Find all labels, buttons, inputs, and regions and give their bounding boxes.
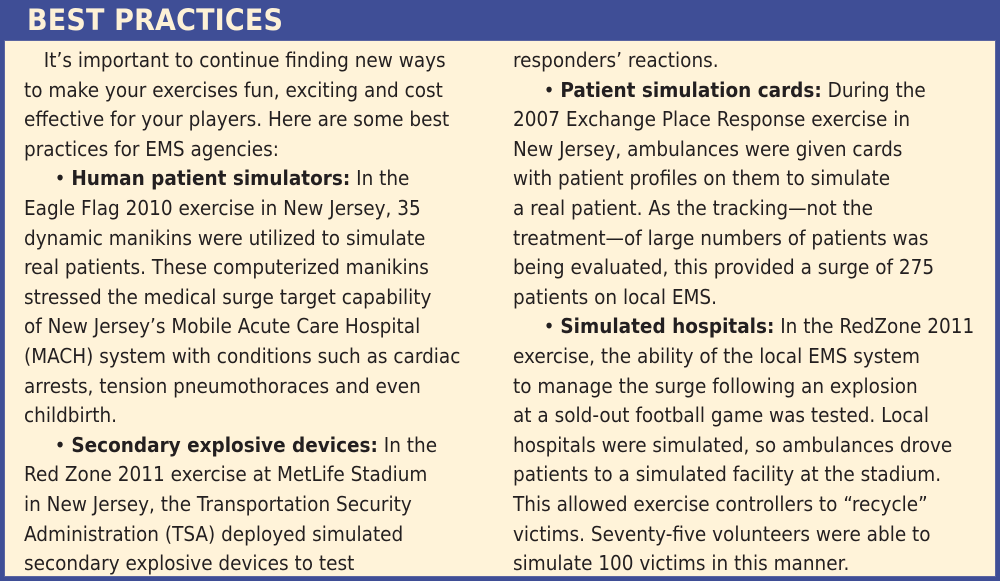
- content-panel: It’s important to continue finding new w…: [4, 40, 996, 577]
- line-text: In the: [377, 432, 438, 457]
- line-text: treatment—of large numbers of patients w…: [513, 225, 929, 250]
- line-text: Eagle Flag 2010 exercise in New Jersey, …: [24, 195, 421, 220]
- bullet-title: Patient simulation cards:: [560, 77, 822, 102]
- paragraph-line: victims. Seventy-five volunteers were ab…: [513, 520, 941, 550]
- line-text: simulate 100 victims in this manner.: [513, 551, 850, 576]
- paragraph-line: (MACH) system with conditions such as ca…: [24, 342, 460, 372]
- line-text: practices for EMS agencies:: [24, 136, 279, 161]
- paragraph-line: Administration (TSA) deployed simulated: [24, 520, 447, 550]
- paragraph-line: exercise, the ability of the local EMS s…: [513, 342, 941, 372]
- paragraph-line: simulate 100 victims in this manner.: [513, 549, 941, 579]
- bullet-icon: •: [543, 77, 555, 102]
- line-text: arrests, tension pneumothoraces and even: [24, 373, 421, 398]
- bullet-item-heading: • Human patient simulators: In the: [24, 164, 447, 194]
- paragraph-line: 2007 Exchange Place Response exercise in: [513, 105, 941, 135]
- paragraph-line: treatment—of large numbers of patients w…: [513, 224, 941, 254]
- line-text: victims. Seventy-five volunteers were ab…: [513, 521, 931, 546]
- line-text: childbirth.: [24, 403, 118, 428]
- paragraph-line: being evaluated, this provided a surge o…: [513, 253, 941, 283]
- line-text: effective for your players. Here are som…: [24, 107, 450, 132]
- line-text: Red Zone 2011 exercise at MetLife Stadiu…: [24, 462, 428, 487]
- line-text: exercise, the ability of the local EMS s…: [513, 343, 920, 368]
- line-text: In the: [350, 166, 410, 191]
- line-text: 2007 Exchange Place Response exercise in: [513, 107, 911, 132]
- bullet-icon: •: [54, 432, 66, 457]
- line-text: of New Jersey’s Mobile Acute Care Hospit…: [24, 314, 421, 339]
- bullet-title: Human patient simulators:: [71, 166, 351, 191]
- line-text: to manage the surge following an explosi…: [513, 373, 918, 398]
- header-bar: BEST PRACTICES: [0, 0, 1000, 40]
- paragraph-line: at a sold-out football game was tested. …: [513, 401, 941, 431]
- paragraph-line: patients on local EMS.: [513, 283, 941, 313]
- paragraph-line: a real patient. As the tracking—not the: [513, 194, 941, 224]
- paragraph-line: patients to a simulated facility at the …: [513, 460, 941, 490]
- bullet-title: Secondary explosive devices:: [71, 432, 378, 457]
- line-text: In the RedZone 2011: [774, 314, 975, 339]
- bullet-icon: •: [543, 314, 555, 339]
- paragraph-line: with patient profiles on them to simulat…: [513, 164, 941, 194]
- paragraph-line: to manage the surge following an explosi…: [513, 372, 941, 402]
- line-text: secondary explosive devices to test: [24, 551, 355, 576]
- paragraph-line: New Jersey, ambulances were given cards: [513, 135, 941, 165]
- paragraph-line: effective for your players. Here are som…: [24, 105, 450, 135]
- line-text: patients to a simulated facility at the …: [513, 462, 942, 487]
- line-text: (MACH) system with conditions such as ca…: [24, 343, 461, 368]
- paragraph-line: hospitals were simulated, so ambulances …: [513, 431, 952, 461]
- bullet-item-heading: • Simulated hospitals: In the RedZone 20…: [513, 312, 975, 342]
- paragraph-line: dynamic manikins were utilized to simula…: [24, 224, 447, 254]
- paragraph-line: responders’ reactions.: [513, 46, 941, 76]
- paragraph-line: secondary explosive devices to test: [24, 549, 447, 579]
- paragraph-line: childbirth.: [24, 401, 447, 431]
- paragraph-line: in New Jersey, the Transportation Securi…: [24, 490, 447, 520]
- line-text: stressed the medical surge target capabi…: [24, 284, 432, 309]
- line-text: dynamic manikins were utilized to simula…: [24, 225, 426, 250]
- line-text: It’s important to continue finding new w…: [43, 48, 446, 72]
- line-text: with patient profiles on them to simulat…: [513, 166, 891, 191]
- bullet-title: Simulated hospitals:: [560, 314, 775, 339]
- line-text: real patients. These computerized maniki…: [24, 255, 429, 280]
- right-column: responders’ reactions. • Patient simulati…: [513, 46, 988, 579]
- bullet-item-heading: • Secondary explosive devices: In the: [24, 431, 447, 461]
- line-text: Administration (TSA) deployed simulated: [24, 521, 404, 546]
- paragraph-line: practices for EMS agencies:: [24, 135, 447, 165]
- line-text: to make your exercises fun, exciting and…: [24, 77, 443, 102]
- left-column: It’s important to continue finding new w…: [24, 46, 494, 579]
- line-text: hospitals were simulated, so ambulances …: [513, 432, 953, 457]
- line-text: During the: [821, 77, 926, 102]
- paragraph-line: of New Jersey’s Mobile Acute Care Hospit…: [24, 312, 447, 342]
- paragraph-line: stressed the medical surge target capabi…: [24, 283, 447, 313]
- bullet-item-heading: • Patient simulation cards: During the: [513, 76, 941, 106]
- paragraph-line: This allowed exercise controllers to “re…: [513, 490, 941, 520]
- page-title: BEST PRACTICES: [27, 3, 284, 37]
- paragraph-line: Eagle Flag 2010 exercise in New Jersey, …: [24, 194, 447, 224]
- line-text: This allowed exercise controllers to “re…: [513, 491, 928, 516]
- line-text: at a sold-out football game was tested. …: [513, 403, 929, 428]
- paragraph-line: real patients. These computerized maniki…: [24, 253, 447, 283]
- paragraph-line: It’s important to continue finding new w…: [24, 46, 447, 76]
- paragraph-line: Red Zone 2011 exercise at MetLife Stadiu…: [24, 460, 447, 490]
- line-text: responders’ reactions.: [513, 48, 719, 72]
- line-text: being evaluated, this provided a surge o…: [513, 255, 935, 280]
- line-text: a real patient. As the tracking—not the: [513, 195, 873, 220]
- paragraph-line: arrests, tension pneumothoraces and even: [24, 372, 447, 402]
- line-text: patients on local EMS.: [513, 284, 717, 309]
- bullet-icon: •: [54, 166, 66, 191]
- line-text: in New Jersey, the Transportation Securi…: [24, 491, 412, 516]
- paragraph-line: to make your exercises fun, exciting and…: [24, 76, 447, 106]
- line-text: New Jersey, ambulances were given cards: [513, 136, 903, 161]
